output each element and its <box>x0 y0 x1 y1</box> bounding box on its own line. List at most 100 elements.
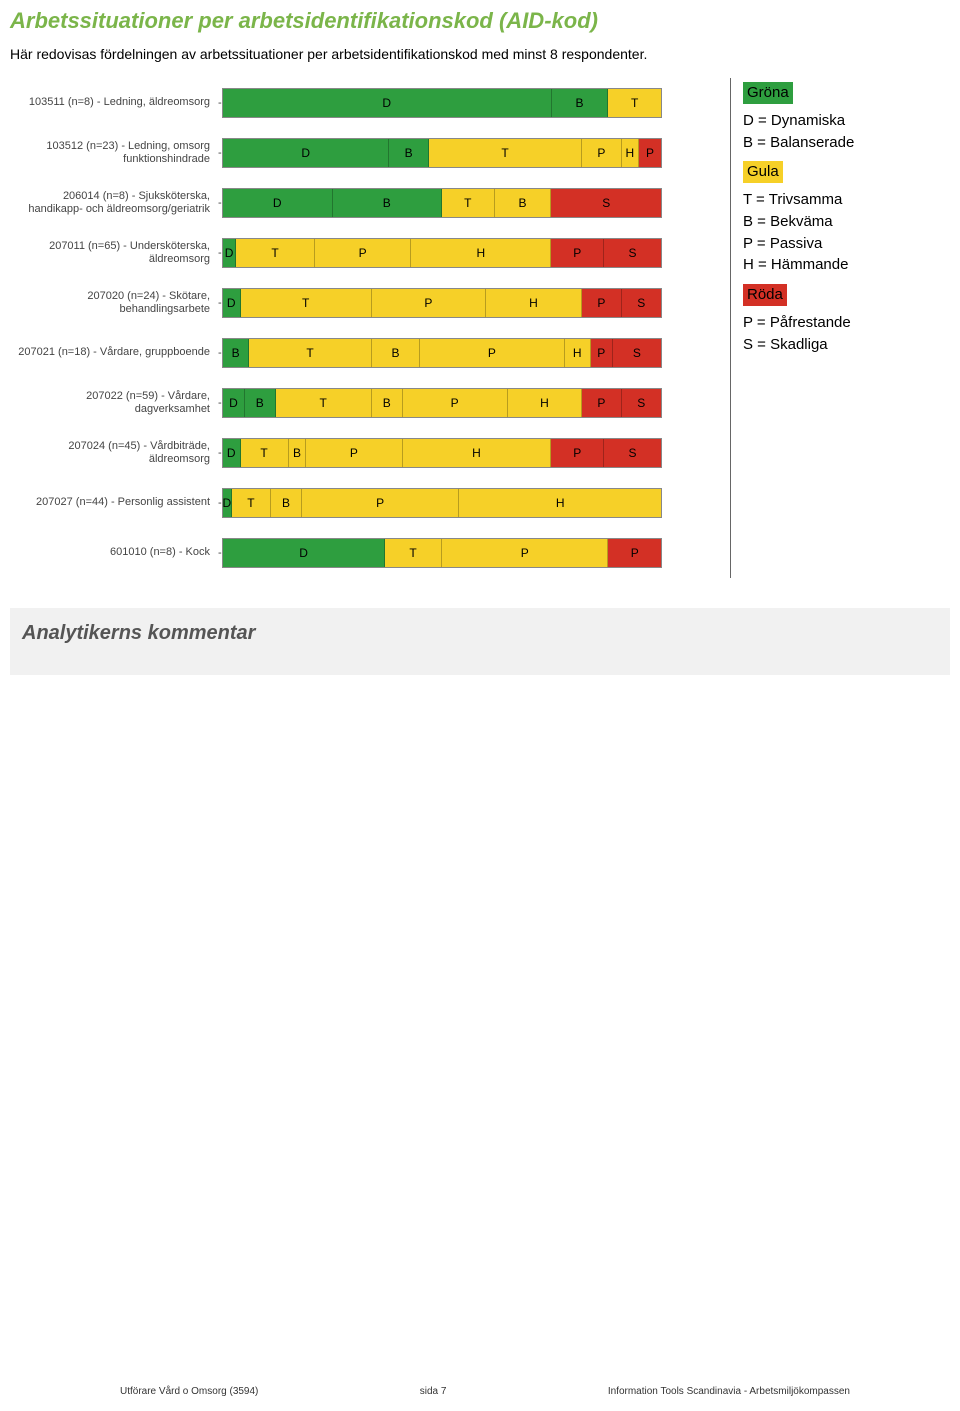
legend-header-yellow: Gula <box>743 161 783 183</box>
bar-segment: H <box>459 489 660 517</box>
chart-row: 207011 (n=65) - Undersköterska, äldreoms… <box>10 228 710 278</box>
bar-segment: H <box>622 139 640 167</box>
bar-segment: P <box>582 289 621 317</box>
bar-segment: D <box>223 189 333 217</box>
footer-right: Information Tools Scandinavia - Arbetsmi… <box>608 1386 850 1397</box>
bar-segment: T <box>608 89 661 117</box>
stacked-bar: BTBPHPS <box>222 338 662 368</box>
footer-left: Utförare Vård o Omsorg (3594) <box>120 1386 258 1397</box>
intro-text: Här redovisas fördelningen av arbetssitu… <box>0 40 960 78</box>
bar-segment: S <box>604 239 661 267</box>
bar-segment: P <box>591 339 613 367</box>
bar-segment: S <box>604 439 661 467</box>
bar-segment: P <box>420 339 565 367</box>
bar-segment: D <box>223 289 241 317</box>
bar-segment: B <box>389 139 428 167</box>
chart-row: 103511 (n=8) - Ledning, äldreomsorg-DBT <box>10 78 710 128</box>
bar-segment: T <box>249 339 372 367</box>
chart-row: 601010 (n=8) - Kock-DTPP <box>10 528 710 578</box>
bar-segment: D <box>223 89 552 117</box>
bar-segment: T <box>429 139 582 167</box>
stacked-bar: DBT <box>222 88 662 118</box>
row-label: 103511 (n=8) - Ledning, äldreomsorg <box>10 96 218 109</box>
row-label: 207027 (n=44) - Personlig assistent <box>10 496 218 509</box>
stacked-bar-chart: 103511 (n=8) - Ledning, äldreomsorg-DBT1… <box>10 78 710 578</box>
row-label: 206014 (n=8) - Sjuksköterska, handikapp-… <box>10 190 218 216</box>
stacked-bar: DTPHPS <box>222 238 662 268</box>
bar-segment: S <box>622 289 661 317</box>
bar-segment: B <box>372 339 420 367</box>
bar-segment: H <box>508 389 582 417</box>
stacked-bar: DBTPHP <box>222 138 662 168</box>
stacked-bar: DTPHPS <box>222 288 662 318</box>
bar-segment: T <box>276 389 372 417</box>
legend-item: B = Balanserade <box>743 132 854 154</box>
legend-item: S = Skadliga <box>743 334 854 356</box>
legend-yellow-items: T = TrivsammaB = BekvämaP = PassivaH = H… <box>743 189 854 276</box>
bar-segment: S <box>622 389 661 417</box>
bar-segment: T <box>385 539 442 567</box>
bar-segment: P <box>551 239 604 267</box>
bar-segment: P <box>403 389 508 417</box>
bar-segment: H <box>565 339 591 367</box>
chart-row: 207020 (n=24) - Skötare, behandlingsarbe… <box>10 278 710 328</box>
bar-segment: P <box>442 539 608 567</box>
legend-header-red: Röda <box>743 284 787 306</box>
bar-segment: H <box>411 239 551 267</box>
bar-segment: P <box>315 239 411 267</box>
page-title: Arbetssituationer per arbetsidentifikati… <box>0 0 960 40</box>
content-area: 103511 (n=8) - Ledning, äldreomsorg-DBT1… <box>0 78 960 578</box>
legend-item: B = Bekväma <box>743 211 854 233</box>
bar-segment: B <box>289 439 307 467</box>
bar-segment: S <box>551 189 661 217</box>
bar-segment: D <box>223 389 245 417</box>
bar-segment: P <box>306 439 402 467</box>
chart-row: 207021 (n=18) - Vårdare, gruppboende-BTB… <box>10 328 710 378</box>
stacked-bar: DBTBPHPS <box>222 388 662 418</box>
bar-segment: B <box>552 89 609 117</box>
row-label: 207011 (n=65) - Undersköterska, äldreoms… <box>10 240 218 266</box>
bar-segment: B <box>495 189 552 217</box>
bar-segment: H <box>486 289 582 317</box>
legend-item: P = Påfrestande <box>743 312 854 334</box>
stacked-bar: DTBPHPS <box>222 438 662 468</box>
legend-item: T = Trivsamma <box>743 189 854 211</box>
comment-box: Analytikerns kommentar <box>10 608 950 675</box>
bar-segment: D <box>223 139 389 167</box>
bar-segment: T <box>232 489 271 517</box>
page-footer: Utförare Vård o Omsorg (3594) sida 7 Inf… <box>0 1386 960 1397</box>
legend-item: H = Hämmande <box>743 254 854 276</box>
bar-segment: T <box>241 289 372 317</box>
row-label: 103512 (n=23) - Ledning, omsorg funktion… <box>10 140 218 166</box>
stacked-bar: DTBPH <box>222 488 662 518</box>
legend-green-items: D = DynamiskaB = Balanserade <box>743 110 854 154</box>
stacked-bar: DTPP <box>222 538 662 568</box>
legend-item: P = Passiva <box>743 233 854 255</box>
bar-segment: H <box>403 439 552 467</box>
bar-segment: B <box>245 389 276 417</box>
bar-segment: D <box>223 239 236 267</box>
bar-segment: B <box>372 389 403 417</box>
comment-title: Analytikerns kommentar <box>22 622 938 645</box>
legend-header-green: Gröna <box>743 82 793 104</box>
bar-segment: P <box>551 439 604 467</box>
row-label: 601010 (n=8) - Kock <box>10 546 218 559</box>
bar-segment: S <box>613 339 661 367</box>
bar-segment: D <box>223 489 232 517</box>
bar-segment: T <box>442 189 495 217</box>
bar-segment: B <box>271 489 302 517</box>
legend: Gröna D = DynamiskaB = Balanserade Gula … <box>730 78 854 578</box>
bar-segment: P <box>608 539 661 567</box>
chart-row: 207027 (n=44) - Personlig assistent-DTBP… <box>10 478 710 528</box>
legend-red-items: P = PåfrestandeS = Skadliga <box>743 312 854 356</box>
bar-segment: P <box>372 289 486 317</box>
bar-segment: P <box>582 389 621 417</box>
bar-segment: P <box>582 139 621 167</box>
chart-row: 206014 (n=8) - Sjuksköterska, handikapp-… <box>10 178 710 228</box>
footer-center: sida 7 <box>420 1386 447 1397</box>
bar-segment: B <box>223 339 249 367</box>
row-label: 207021 (n=18) - Vårdare, gruppboende <box>10 346 218 359</box>
row-label: 207024 (n=45) - Vårdbiträde, äldreomsorg <box>10 440 218 466</box>
bar-segment: T <box>236 239 315 267</box>
legend-item: D = Dynamiska <box>743 110 854 132</box>
